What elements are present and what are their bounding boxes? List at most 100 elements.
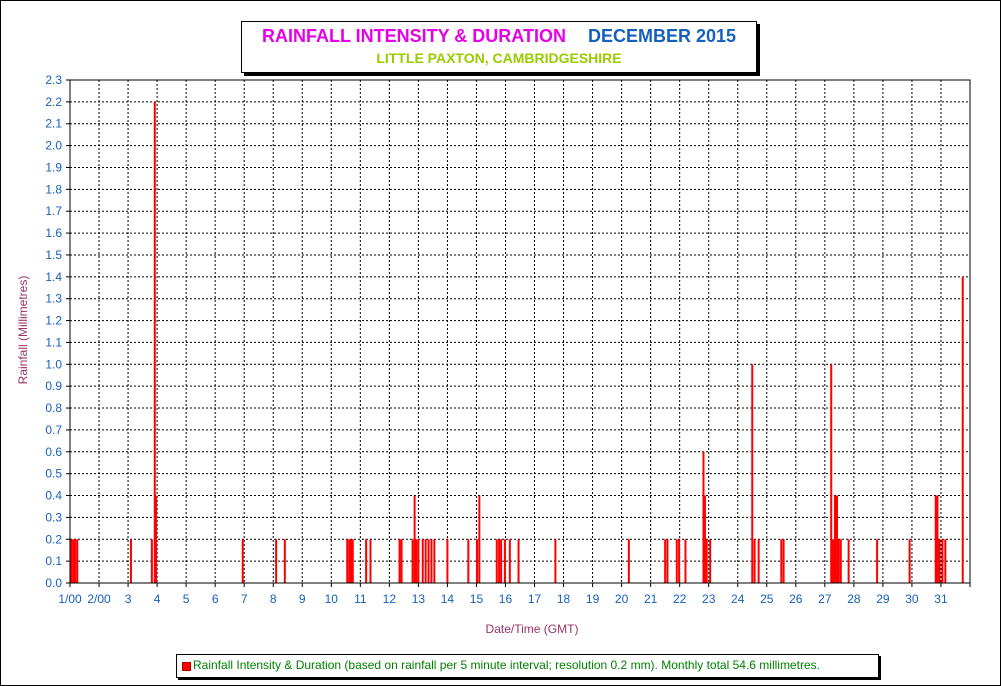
rainfall-bar	[478, 495, 481, 583]
x-tick-label: 16	[499, 592, 513, 606]
x-tick-label: 30	[905, 592, 919, 606]
rainfall-bar	[421, 539, 424, 583]
rainfall-bar	[944, 539, 947, 583]
rainfall-bar	[664, 539, 667, 583]
gridlines	[70, 80, 970, 583]
x-tick-label: 25	[760, 592, 774, 606]
rainfall-bar	[153, 101, 156, 584]
rainfall-bar	[675, 539, 678, 583]
rainfall-bar	[476, 539, 479, 583]
x-tick-label: 3	[125, 592, 132, 606]
rainfall-bar	[837, 539, 840, 583]
rainfall-bar	[70, 539, 73, 583]
y-tick-label: 0.6	[45, 445, 62, 459]
rainfall-bar	[365, 539, 368, 583]
x-tick-label: 24	[731, 592, 745, 606]
x-tick-label: 5	[183, 592, 190, 606]
x-axis-label: Date/Time (GMT)	[486, 622, 579, 636]
rainfall-bar	[934, 495, 937, 583]
rainfall-bar	[831, 539, 834, 583]
x-tick-label: 14	[441, 592, 455, 606]
y-tick-label: 2.1	[45, 117, 62, 131]
rainfall-bar	[666, 539, 669, 583]
rainfall-bar	[684, 539, 687, 583]
y-tick-label: 0.3	[45, 510, 62, 524]
x-tick-label: 19	[586, 592, 600, 606]
rainfall-bar	[751, 364, 754, 583]
x-tick-label: 13	[412, 592, 426, 606]
rainfall-bar	[72, 539, 75, 583]
x-axis-ticks: 1/00 2/00 3 4 5 6 7 8 9 10 11 12 13 14 15 16 17 18 19 20 21 2…	[58, 583, 971, 606]
title-box: RAINFALL INTENSITY & DURATION DECEMBER 20…	[241, 21, 757, 73]
rainfall-bar	[275, 539, 278, 583]
x-tick-label: 31	[934, 592, 948, 606]
rainfall-bar	[908, 539, 911, 583]
y-tick-label: 1.6	[45, 226, 62, 240]
x-tick-label: 26	[789, 592, 803, 606]
chart-title: RAINFALL INTENSITY & DURATION	[261, 26, 566, 46]
x-tick-label: 11	[354, 592, 367, 606]
y-tick-label: 1.4	[45, 270, 62, 284]
rainfall-bar	[433, 539, 436, 583]
rainfall-bar	[350, 539, 353, 583]
rainfall-bar	[709, 539, 712, 583]
y-tick-label: 0.4	[45, 489, 62, 503]
rainfall-bar	[834, 495, 836, 583]
rainfall-bar	[836, 495, 839, 583]
rainfall-bar	[678, 539, 681, 583]
title-line: RAINFALL INTENSITY & DURATION DECEMBER 20…	[242, 26, 756, 47]
y-tick-label: 1.5	[45, 248, 62, 262]
x-tick-label: 20	[615, 592, 629, 606]
y-tick-label: 1.7	[45, 204, 62, 218]
rainfall-bar	[150, 539, 153, 583]
rainfall-bar	[467, 539, 470, 583]
y-tick-label: 0.7	[45, 423, 62, 437]
rainfall-bar	[498, 539, 501, 583]
y-tick-label: 0.1	[45, 554, 62, 568]
y-tick-label: 1.8	[45, 182, 62, 196]
y-tick-label: 1.9	[45, 160, 62, 174]
rainfall-bar	[74, 539, 77, 583]
y-tick-label: 1.2	[45, 314, 62, 328]
rainfall-bar	[839, 539, 842, 583]
rainfall-bar	[876, 539, 879, 583]
rainfall-bar	[941, 539, 944, 583]
rainfall-bar	[782, 539, 785, 583]
rainfall-bar	[154, 495, 157, 583]
rainfall-bar	[936, 495, 939, 583]
bar-series	[70, 101, 964, 584]
rainfall-bar	[847, 539, 850, 583]
plot-area	[70, 80, 970, 583]
rainfall-bar	[369, 539, 372, 583]
x-tick-label: 9	[299, 592, 306, 606]
rainfall-bar	[411, 539, 414, 583]
plot-border	[69, 79, 971, 584]
x-tick-label: 12	[383, 592, 397, 606]
rainfall-bar	[424, 539, 427, 583]
x-tick-label: 23	[702, 592, 716, 606]
x-tick-label: 29	[876, 592, 890, 606]
rainfall-bar	[703, 495, 706, 583]
rainfall-bar	[413, 495, 416, 583]
rainfall-bar	[417, 539, 420, 583]
rainfall-bar	[495, 539, 498, 583]
rainfall-bar	[129, 539, 132, 583]
chart-subtitle: LITTLE PAXTON, CAMBRIDGESHIRE	[376, 50, 622, 66]
rainfall-bar	[961, 276, 964, 583]
x-tick-label: 10	[325, 592, 339, 606]
rainfall-bar	[351, 539, 354, 583]
y-tick-label: 0.5	[45, 467, 62, 481]
y-tick-label: 2.2	[45, 95, 62, 109]
x-tick-label: 18	[557, 592, 571, 606]
y-tick-label: 0.8	[45, 401, 62, 415]
y-tick-label: 0.9	[45, 379, 62, 393]
rainfall-bar	[705, 539, 708, 583]
rainfall-bar	[753, 539, 756, 583]
y-tick-label: 0.0	[45, 576, 62, 590]
rainfall-bar	[757, 539, 760, 583]
rainfall-bar	[500, 539, 503, 583]
x-tick-label: 21	[644, 592, 658, 606]
rainfall-bar	[415, 539, 418, 583]
y-tick-label: 1.0	[45, 357, 62, 371]
